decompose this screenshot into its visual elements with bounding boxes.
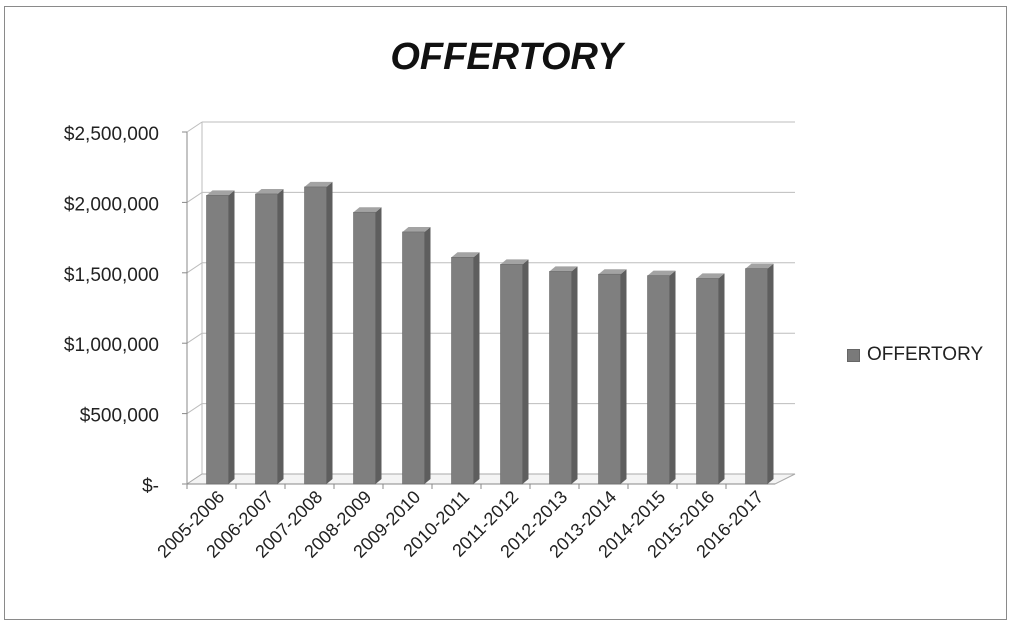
- bar: [500, 264, 523, 485]
- bar: [206, 195, 229, 485]
- bar: [696, 278, 719, 485]
- legend: OFFERTORY: [847, 344, 983, 366]
- bar-top: [353, 207, 382, 213]
- bar-top: [696, 273, 725, 279]
- gridline-side: [186, 262, 203, 274]
- gridline-side: [186, 121, 203, 133]
- bar: [598, 273, 621, 485]
- bar-top: [402, 226, 431, 232]
- bar: [353, 211, 376, 485]
- gridline-side: [186, 403, 203, 415]
- bar: [647, 275, 670, 485]
- bar-side: [620, 269, 627, 484]
- legend-label: OFFERTORY: [867, 344, 984, 365]
- bar-side: [571, 266, 578, 484]
- bar-top: [255, 188, 284, 194]
- bar-side: [718, 273, 725, 484]
- gridline-side: [186, 191, 203, 203]
- bar-top: [304, 181, 333, 187]
- bar-side: [669, 270, 676, 484]
- bar-top: [206, 190, 235, 196]
- y-tick-label: $2,500,000: [64, 124, 159, 145]
- bar-side: [424, 226, 431, 484]
- gridline-side: [186, 332, 203, 344]
- bar: [402, 231, 425, 485]
- bar-side: [375, 207, 382, 485]
- legend-swatch: [847, 348, 860, 362]
- bar: [745, 268, 768, 485]
- bar-top: [500, 259, 529, 265]
- y-tick-label: $500,000: [80, 406, 159, 427]
- y-tick-label: $1,500,000: [64, 265, 159, 286]
- bar-top: [451, 252, 480, 258]
- bar-side: [326, 181, 333, 485]
- y-tick-label: $2,000,000: [64, 194, 159, 215]
- bar-side: [522, 259, 529, 484]
- bar-side: [473, 252, 480, 484]
- bar: [549, 271, 572, 485]
- bar-top: [549, 266, 578, 272]
- bar-side: [767, 263, 774, 484]
- bar-side: [277, 188, 284, 484]
- bar-top: [745, 263, 774, 269]
- bar: [255, 193, 278, 485]
- bar: [304, 186, 327, 485]
- bar-side: [228, 190, 235, 485]
- y-tick-label: $-: [142, 476, 159, 497]
- bar-top: [598, 269, 627, 275]
- y-tick-label: $1,000,000: [64, 335, 159, 356]
- chart-title: OFFERTORY: [390, 36, 623, 78]
- bar-top: [647, 270, 676, 276]
- bar: [451, 257, 474, 485]
